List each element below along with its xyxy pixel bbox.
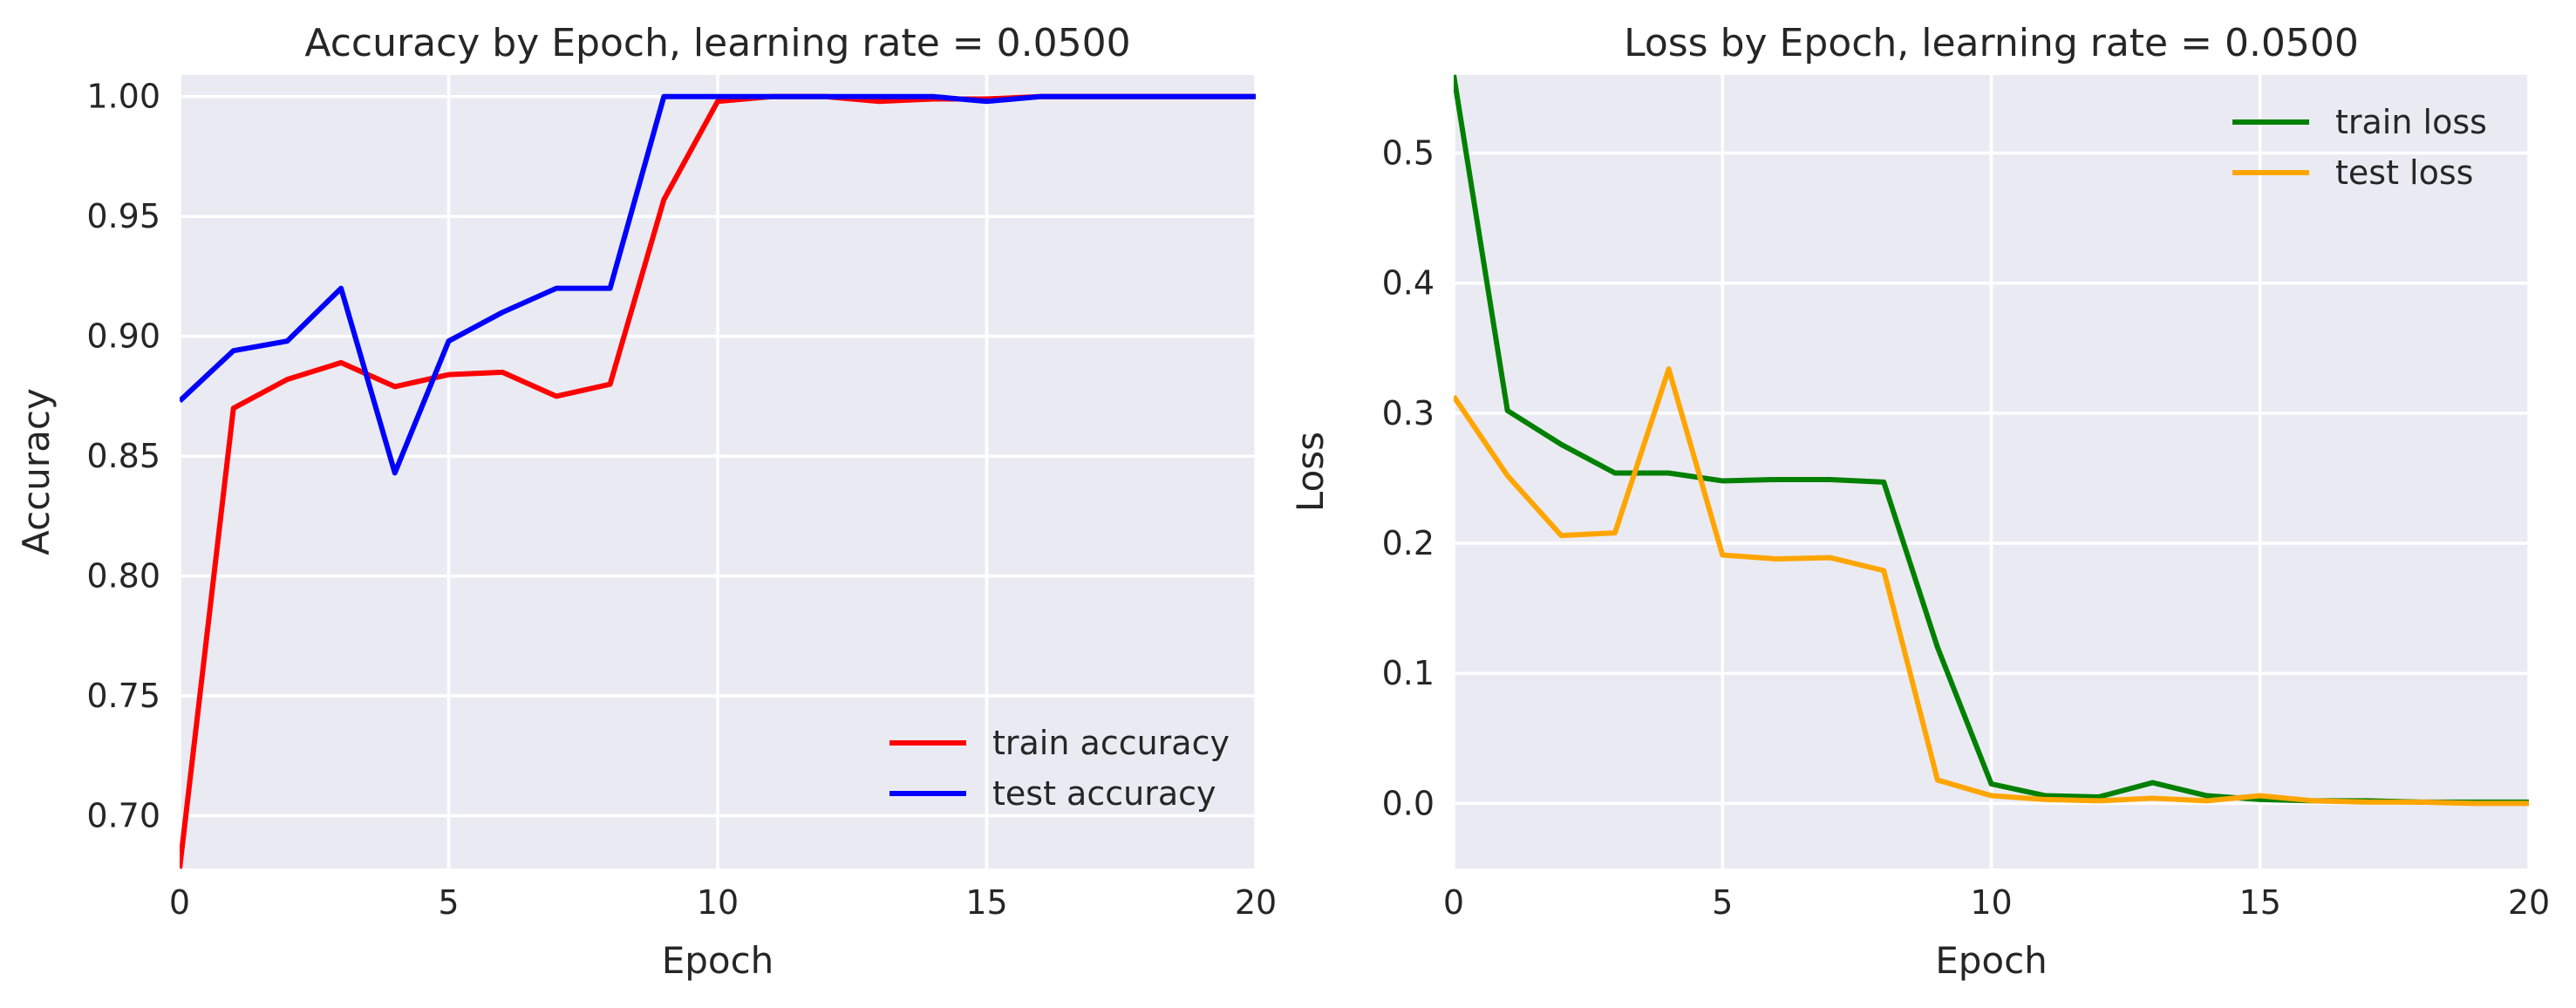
loss-y-tick-label: 0.3	[1382, 394, 1435, 432]
accuracy-y-tick-label: 0.80	[86, 557, 160, 596]
train-loss-legend-label: train loss	[2335, 103, 2487, 141]
loss-x-tick-label: 15	[2239, 883, 2281, 922]
accuracy-x-tick-label: 5	[438, 883, 459, 922]
accuracy-y-tick-label: 1.00	[86, 78, 160, 116]
accuracy-y-tick-label: 0.70	[86, 797, 160, 835]
loss-legend: train loss test loss	[2232, 103, 2487, 192]
loss-x-tick-label: 0	[1443, 883, 1464, 922]
accuracy-x-tick-label: 10	[697, 883, 739, 922]
accuracy-x-tick-label: 0	[169, 883, 190, 922]
loss-x-tick-label: 5	[1712, 883, 1733, 922]
accuracy-x-tick-label: 15	[965, 883, 1007, 922]
loss-y-tick-label: 0.0	[1382, 784, 1435, 822]
accuracy-y-axis-label: Accuracy	[15, 388, 58, 555]
accuracy-y-tick-label: 0.85	[86, 437, 160, 475]
accuracy-y-tick-label: 0.95	[86, 197, 160, 235]
accuracy-chart: 0 5 10 15 20 0.70 0.75 0.80 0.85 0.90 0.95 1.00 Accu…	[15, 21, 1277, 982]
loss-chart-title: Loss by Epoch, learning rate = 0.0500	[1624, 21, 2359, 65]
accuracy-chart-title: Accuracy by Epoch, learning rate = 0.050…	[304, 21, 1130, 65]
accuracy-x-axis-label: Epoch	[662, 939, 774, 982]
test-loss-legend-label: test loss	[2335, 153, 2473, 192]
loss-y-tick-label: 0.4	[1382, 264, 1435, 303]
loss-y-tick-label: 0.1	[1382, 654, 1435, 692]
accuracy-y-tick-label: 0.90	[86, 317, 160, 356]
loss-chart: 0 5 10 15 20 0.0 0.1 0.2 0.3 0.4 0.5 Loss by Epoch,…	[1289, 21, 2550, 982]
loss-y-tick-label: 0.5	[1382, 134, 1435, 173]
accuracy-y-tick-label: 0.75	[86, 677, 160, 715]
test-loss-line	[1454, 366, 2529, 807]
accuracy-x-tick-label: 20	[1235, 883, 1277, 922]
loss-x-tick-label: 10	[1970, 883, 2012, 922]
loss-y-tick-label: 0.2	[1382, 524, 1435, 562]
train-accuracy-legend-label: train accuracy	[992, 724, 1230, 762]
loss-x-axis-label: Epoch	[1935, 939, 2048, 982]
test-accuracy-line	[180, 93, 1256, 476]
accuracy-legend: train accuracy test accuracy	[889, 724, 1230, 813]
loss-y-axis-label: Loss	[1289, 432, 1332, 512]
loss-x-tick-label: 20	[2508, 883, 2550, 922]
test-accuracy-legend-label: test accuracy	[992, 774, 1216, 813]
